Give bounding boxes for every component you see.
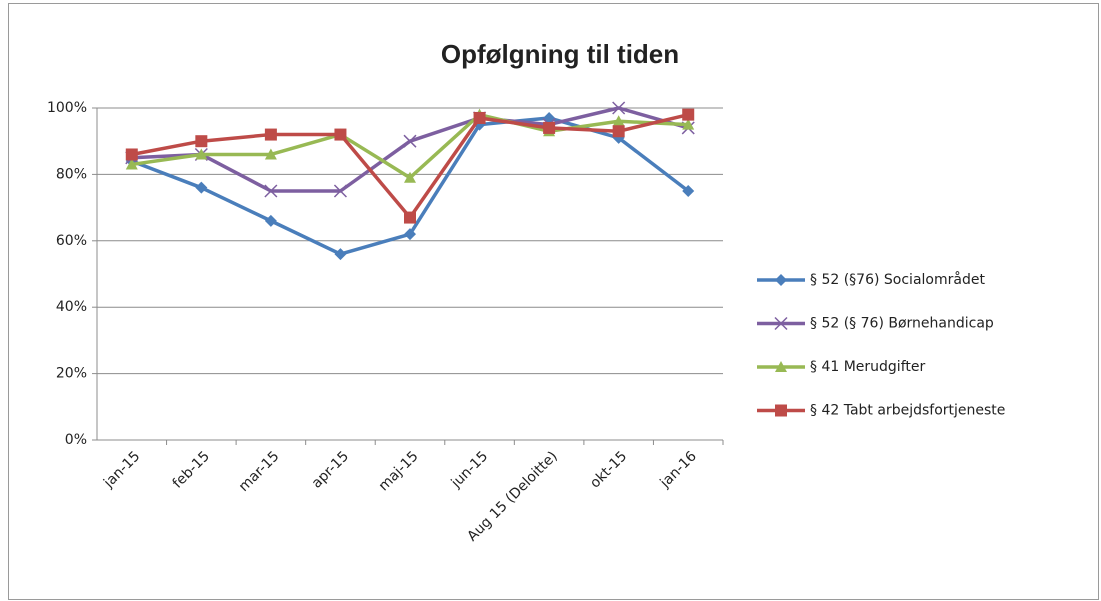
legend-label: § 41 Merudgifter — [810, 359, 925, 375]
marker — [682, 108, 695, 121]
marker — [125, 148, 138, 161]
legend-label: § 52 (§76) Socialområdet — [810, 271, 985, 288]
marker — [264, 184, 278, 198]
y-tick-label: 100% — [47, 100, 87, 116]
marker — [612, 115, 625, 127]
marker — [125, 158, 138, 170]
y-tick-label: 60% — [56, 233, 87, 249]
chart-title: Opfølgning til tiden — [441, 39, 679, 69]
marker — [195, 148, 208, 160]
marker — [774, 316, 788, 331]
marker — [264, 214, 277, 227]
marker — [264, 148, 277, 160]
marker — [404, 171, 416, 183]
marker — [612, 125, 625, 138]
marker — [775, 404, 787, 417]
marker — [333, 184, 347, 198]
marker — [334, 248, 347, 261]
y-tick-label: 0% — [65, 432, 87, 448]
marker — [775, 361, 787, 372]
marker — [264, 128, 277, 141]
y-tick-label: 40% — [56, 299, 87, 315]
marker — [195, 135, 208, 148]
marker — [473, 111, 486, 124]
marker — [404, 228, 416, 241]
marker — [403, 134, 417, 148]
marker — [334, 128, 347, 141]
marker — [543, 121, 556, 134]
marker — [682, 118, 695, 130]
marker — [195, 181, 208, 194]
chart-border — [8, 3, 1099, 600]
y-tick-label: 80% — [56, 166, 87, 182]
legend-label: § 52 (§ 76) Børnehandicap — [810, 316, 994, 332]
legend-label: § 42 Tabt arbejdsfortjeneste — [810, 403, 1005, 419]
marker — [775, 274, 787, 286]
marker — [682, 185, 695, 197]
y-tick-label: 20% — [56, 366, 87, 382]
marker — [612, 101, 626, 115]
marker — [404, 211, 416, 224]
